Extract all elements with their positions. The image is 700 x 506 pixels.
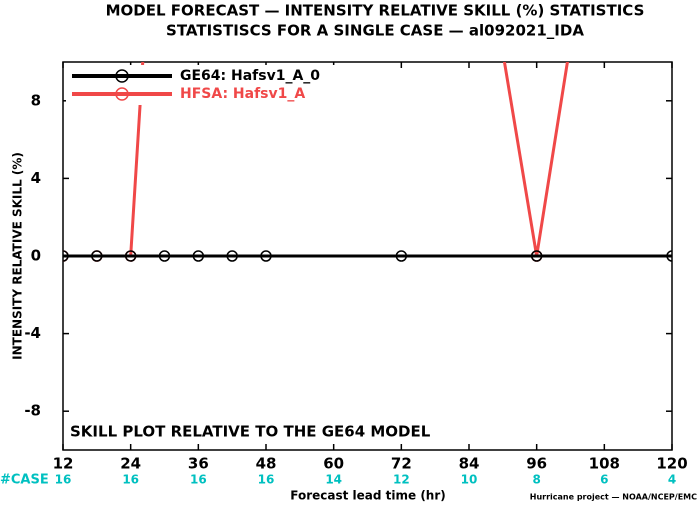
legend-marker — [115, 69, 129, 83]
x-tick-label: 12 — [53, 455, 74, 473]
series-marker — [158, 250, 171, 262]
y-tick-label: 4 — [31, 169, 41, 187]
legend-label: HFSA: Hafsv1_A — [180, 86, 305, 102]
case-count: 16 — [190, 473, 207, 487]
y-tick-label: -8 — [24, 402, 41, 420]
x-tick-label: 120 — [656, 455, 687, 473]
legend-box — [66, 65, 356, 105]
series-marker — [192, 250, 205, 262]
series-marker — [124, 250, 137, 262]
x-tick-label: 24 — [120, 455, 141, 473]
series-marker — [530, 250, 543, 262]
series-marker — [226, 250, 238, 262]
x-tick-label: 48 — [256, 455, 277, 473]
series-marker — [260, 250, 272, 262]
chart-subtitle: STATISTISCS FOR A SINGLE CASE — al092021… — [166, 22, 584, 40]
x-tick-label: 108 — [589, 455, 620, 473]
y-tick-label: 8 — [31, 91, 41, 109]
y-tick-label: 0 — [31, 247, 41, 265]
case-count: 16 — [122, 473, 139, 487]
annotation: SKILL PLOT RELATIVE TO THE GE64 MODEL — [70, 423, 431, 441]
y-tick-label: -4 — [24, 324, 41, 342]
footer: Hurricane project — NOAA/NCEP/EMC — [530, 493, 697, 502]
case-count: 10 — [461, 473, 478, 487]
x-tick-label: 60 — [323, 455, 344, 473]
series-marker — [395, 250, 408, 262]
x-tick-label: 36 — [188, 455, 209, 473]
x-tick-label: 96 — [526, 455, 547, 473]
case-count: 16 — [258, 473, 275, 487]
x-tick-label: 84 — [459, 455, 480, 473]
legend-marker — [115, 87, 129, 101]
series-marker — [91, 250, 103, 262]
plot-area — [63, 47, 672, 262]
y-axis-label: INTENSITY RELATIVE SKILL (%) — [11, 152, 25, 360]
case-count: 14 — [325, 473, 342, 487]
chart-title: MODEL FORECAST — INTENSITY RELATIVE SKIL… — [106, 2, 645, 20]
series-marker — [193, 47, 203, 57]
x-axis-label: Forecast lead time (hr) — [290, 489, 446, 503]
case-count: 16 — [55, 473, 72, 487]
case-count: 8 — [532, 473, 540, 487]
case-count: 4 — [668, 473, 676, 487]
case-count: 12 — [393, 473, 410, 487]
legend-label: GE64: Hafsv1_A_0 — [180, 68, 320, 84]
x-tick-label: 72 — [391, 455, 412, 473]
case-count: 6 — [600, 473, 608, 487]
case-label: #CASE — [0, 473, 49, 488]
